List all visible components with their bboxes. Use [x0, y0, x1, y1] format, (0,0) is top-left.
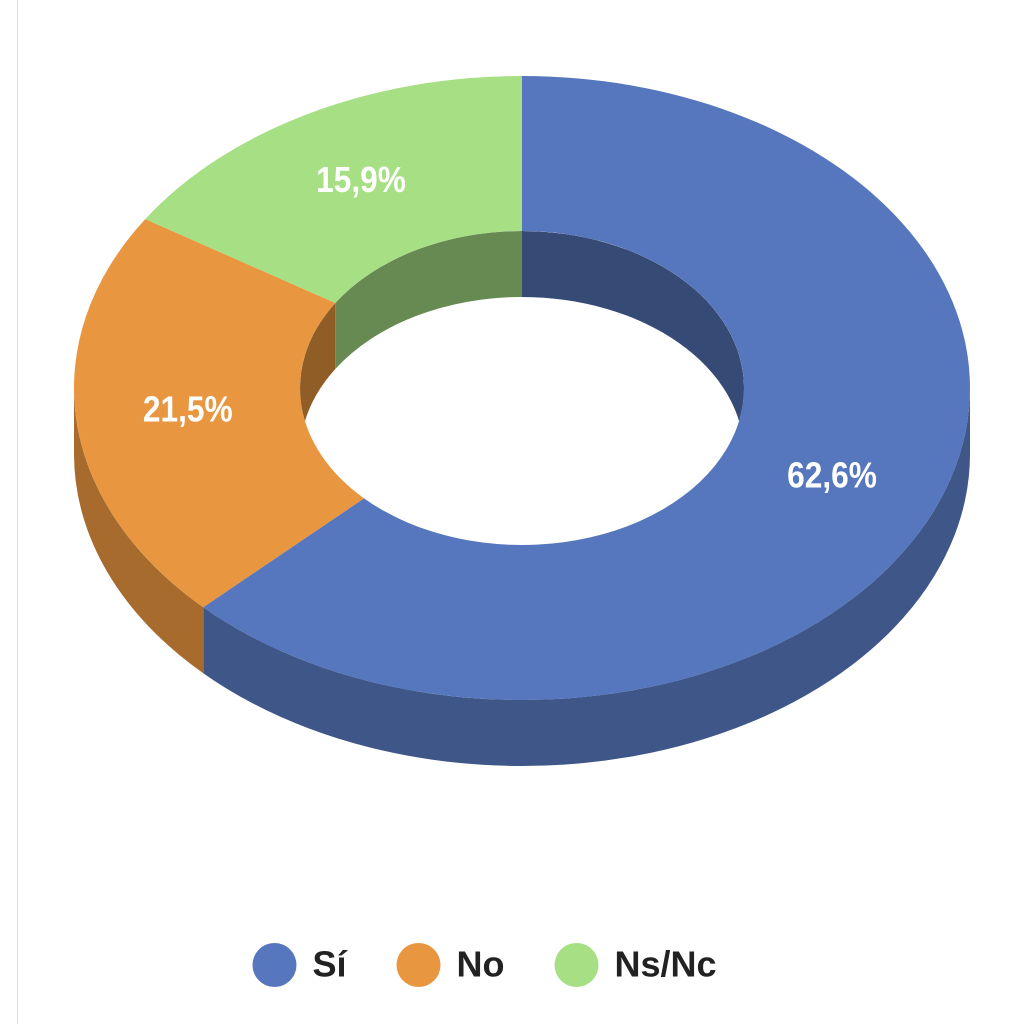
data-label: 15,9%: [316, 160, 406, 200]
slice-inner-side: [335, 231, 522, 370]
slice-side: [74, 388, 204, 674]
legend-swatch: [252, 943, 297, 987]
slice-inner-side: [300, 303, 336, 454]
walls: [74, 388, 971, 767]
data-labels: 62,6% 21,5% 15,9%: [143, 160, 877, 496]
data-label: 21,5%: [143, 390, 233, 430]
legend: Sí No Ns/Nc: [252, 943, 717, 987]
legend-label: Ns/Nc: [615, 944, 717, 985]
slice: [203, 76, 970, 700]
slice: [73, 219, 365, 608]
slice: [145, 76, 522, 304]
legend-label: No: [457, 944, 505, 985]
inner-walls: [300, 231, 744, 454]
slice-inner-side: [522, 231, 744, 454]
legend-swatch: [396, 943, 441, 987]
legend-label: Sí: [313, 944, 348, 985]
slice-side: [203, 388, 971, 767]
data-label: 62,6%: [787, 456, 877, 496]
legend-swatch: [554, 943, 599, 987]
slices: [73, 76, 970, 700]
